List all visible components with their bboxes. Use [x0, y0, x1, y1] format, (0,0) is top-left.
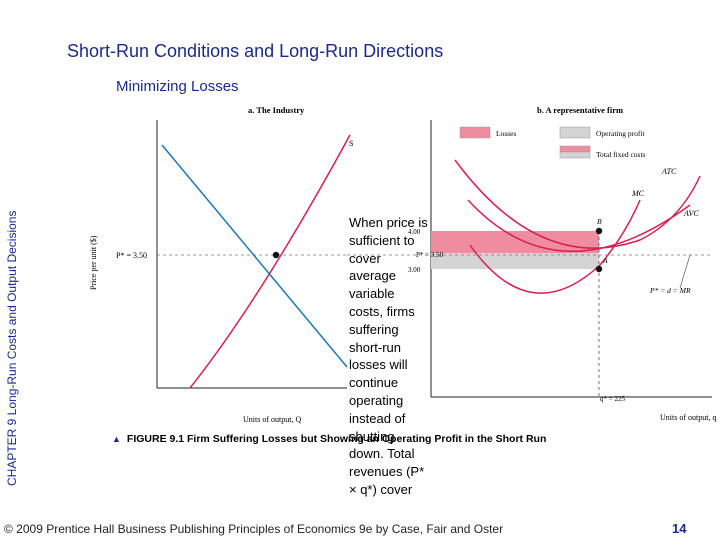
legend-swatch-operating-profit [559, 126, 591, 139]
loss-rectangle [431, 231, 599, 253]
operating-profit-rectangle [431, 253, 599, 269]
figure-caption: ▲ FIGURE 9.1 Firm Suffering Losses but Sh… [112, 433, 546, 445]
tick-label-4-00: 4.00 [408, 228, 421, 236]
mc-label: MC [631, 189, 645, 198]
panel-a-x-axis-label: Units of output, Q [243, 415, 301, 424]
tick-label-3-00: 3.00 [408, 266, 421, 274]
legend-swatch-fixed-top [559, 145, 591, 153]
figure-caption-text: FIGURE 9.1 Firm Suffering Losses but Sho… [126, 433, 547, 445]
legend-label-operating-profit: Operating profit [596, 129, 645, 138]
legend-swatch-losses [459, 126, 491, 139]
mr-pointer [679, 254, 691, 289]
panel-b-price-label: P* = 3.50 [416, 251, 444, 259]
point-b-label: B [597, 217, 602, 226]
slide-title: Short-Run Conditions and Long-Run Direct… [67, 41, 444, 61]
industry-equilibrium-point [272, 251, 280, 259]
legend-label-losses: Losses [496, 129, 516, 138]
explanation-callout: When price is sufficient to cover averag… [349, 215, 428, 497]
industry-supply-curve [189, 134, 351, 389]
avc-curve [467, 199, 691, 252]
mc-curve [469, 199, 641, 294]
qstar-label: q* = 225 [600, 395, 625, 403]
atc-curve [454, 159, 701, 249]
point-a [595, 265, 603, 273]
panel-b-x-axis-label: Units of output, q [660, 413, 716, 422]
page-number: 14 [672, 521, 687, 536]
point-a-label: A [602, 256, 608, 265]
panel-b-title: b. A representative firm [537, 105, 623, 115]
avc-label: AVC [683, 209, 699, 218]
atc-label: ATC [661, 167, 677, 176]
industry-demand-curve [161, 144, 348, 368]
legend-label-fixed-costs: Total fixed costs [596, 150, 646, 159]
panel-a-y-axis-label: Price per unit ($) [89, 235, 98, 290]
legend-swatch-fixed-bottom [559, 151, 591, 159]
point-b [595, 227, 603, 235]
supply-label: S [349, 139, 353, 148]
copyright-footer: © 2009 Prentice Hall Business Publishing… [4, 522, 504, 536]
panel-a-price-label: P* = 3.50 [116, 251, 147, 260]
mr-label: P* = d = MR [649, 286, 691, 295]
panel-a-title: a. The Industry [248, 105, 305, 115]
caption-triangle-icon: ▲ [112, 434, 121, 444]
slide-subtitle: Minimizing Losses [116, 78, 239, 95]
